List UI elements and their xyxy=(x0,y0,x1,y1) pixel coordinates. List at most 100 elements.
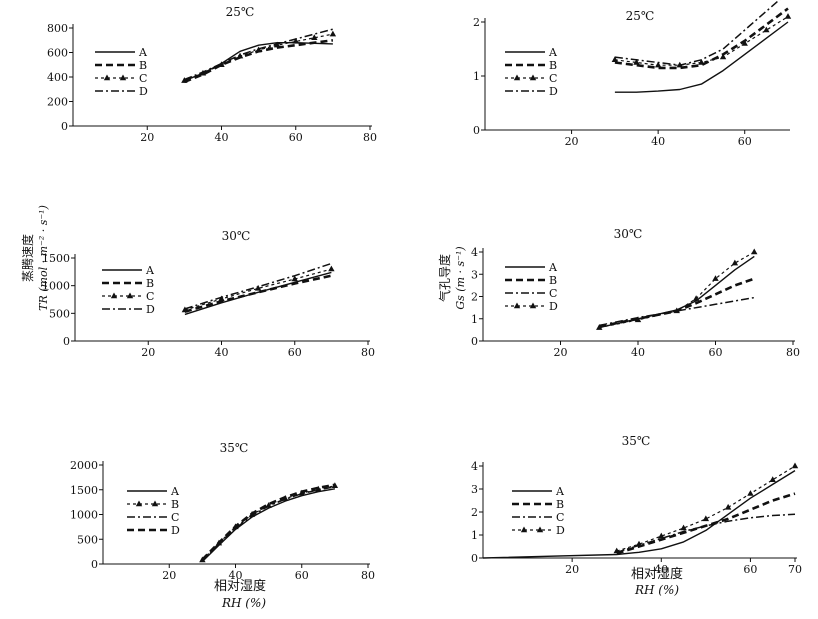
series-line-A xyxy=(614,21,789,93)
series-point-C xyxy=(328,265,335,272)
legend-label-B: B xyxy=(549,59,557,72)
legend-label-B: B xyxy=(146,277,154,290)
y-tick-label: 500 xyxy=(77,533,98,546)
y-tick-label: 0 xyxy=(471,335,478,348)
series-point-D xyxy=(634,316,642,323)
series-line-C xyxy=(184,268,332,311)
series-point-C xyxy=(181,77,188,83)
legend-label-D: D xyxy=(171,524,180,537)
y-tick-label: 2000 xyxy=(70,459,98,472)
legend-marker-C xyxy=(110,292,118,299)
x-tick-label: 20 xyxy=(554,346,568,359)
y-tick-label: 3 xyxy=(471,268,478,281)
x-tick-label: 40 xyxy=(631,346,645,359)
series-point-C xyxy=(291,275,298,282)
series-point-D xyxy=(635,540,643,547)
series-point-D xyxy=(769,476,776,482)
legend-label-B: B xyxy=(171,498,179,511)
x-tick-label: 60 xyxy=(709,346,723,359)
legend-marker-D xyxy=(513,302,521,309)
y-tick-label: 400 xyxy=(47,71,68,84)
y-tick-label: 600 xyxy=(47,47,68,60)
y-tick-label: 1500 xyxy=(42,252,70,265)
x-tick-label: 20 xyxy=(565,135,579,148)
series-point-C xyxy=(763,26,770,33)
x-tick-label: 60 xyxy=(295,569,309,582)
series-line-C xyxy=(614,16,789,66)
series-line-D xyxy=(599,251,755,329)
series-line-B xyxy=(183,39,334,84)
legend-label-D: D xyxy=(146,303,155,316)
series-point-D xyxy=(747,490,754,496)
series-line-B xyxy=(614,7,789,70)
y-tick-label: 1 xyxy=(471,529,478,542)
series-line-D xyxy=(184,28,334,81)
bottom-left-x-label-line1: 相对湿度 xyxy=(214,578,266,594)
series-point-D xyxy=(751,248,758,255)
series-point-D xyxy=(724,503,732,510)
left-y-label-group: 蒸腾速度 TR (mol · m⁻² · s⁻¹) xyxy=(20,205,50,311)
x-tick-label: 60 xyxy=(743,563,757,576)
y-tick-label: 0 xyxy=(91,558,98,571)
legend-marker-B xyxy=(135,500,143,507)
legend-label-A: A xyxy=(555,485,565,498)
legend-label-A: A xyxy=(548,46,558,59)
legend-marker-D xyxy=(529,302,537,309)
legend-label-A: A xyxy=(170,485,180,498)
legend-label-C: C xyxy=(549,72,557,85)
series-line-A xyxy=(599,255,755,329)
y-tick-label: 800 xyxy=(47,22,68,35)
legend-marker-C xyxy=(126,292,134,299)
legend-label-B: B xyxy=(139,59,147,72)
series-line-B xyxy=(599,277,755,328)
y-tick-label: 1000 xyxy=(42,280,70,293)
series-line-D xyxy=(201,483,336,561)
series-point-D xyxy=(658,532,665,539)
legend-label-C: C xyxy=(556,511,564,524)
series-point-C xyxy=(741,40,748,46)
right-y-label-line2: Gs (m · s⁻¹) xyxy=(454,246,467,309)
chart-title: 25℃ xyxy=(626,9,655,23)
x-tick-label: 40 xyxy=(654,563,668,576)
x-tick-label: 80 xyxy=(786,346,800,359)
legend-label-D: D xyxy=(549,300,558,313)
series-point-C xyxy=(181,306,189,313)
series-point-D xyxy=(673,307,680,314)
x-tick-label: 80 xyxy=(363,131,377,144)
series-point-D xyxy=(702,515,710,522)
series-point-C xyxy=(611,56,619,62)
legend-marker-B xyxy=(151,500,159,507)
series-point-D xyxy=(680,524,687,531)
x-tick-label: 60 xyxy=(288,346,302,359)
legend-label-A: A xyxy=(138,46,148,59)
y-tick-label: 4 xyxy=(471,460,478,473)
series-point-D xyxy=(596,324,603,330)
series-line-D xyxy=(184,262,332,310)
series-line-A xyxy=(201,488,336,562)
series-line-C xyxy=(599,296,755,327)
series-point-C xyxy=(329,30,337,37)
y-tick-label: 2 xyxy=(471,506,478,519)
series-point-C xyxy=(311,34,318,40)
chart-title: 35℃ xyxy=(220,441,249,455)
series-point-C xyxy=(784,13,792,19)
legend-label-B: B xyxy=(549,274,557,287)
x-tick-label: 40 xyxy=(229,569,243,582)
series-point-C xyxy=(633,59,640,65)
x-tick-label: 20 xyxy=(565,563,579,576)
legend-marker-C xyxy=(529,74,537,81)
right-y-label-line1: 气孔导度 xyxy=(437,254,452,302)
y-tick-label: 3 xyxy=(471,483,478,496)
series-point-C xyxy=(292,37,299,44)
y-tick-label: 1500 xyxy=(70,484,98,497)
legend-marker-C xyxy=(103,74,111,81)
bottom-right-x-label-line1: 相对湿度 xyxy=(631,566,683,582)
series-line-D xyxy=(614,0,781,66)
series-line-B xyxy=(616,492,796,555)
